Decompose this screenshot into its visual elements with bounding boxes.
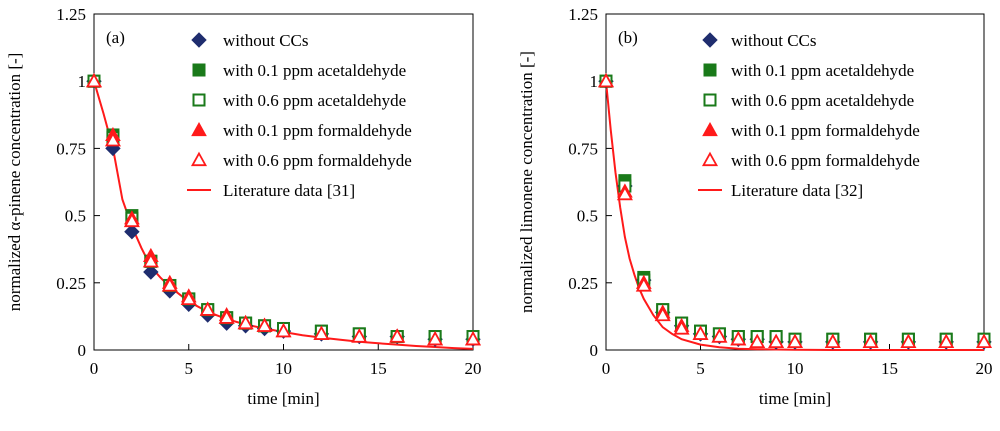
y-tick-label: 0.75 [56, 139, 86, 158]
legend-label: with 0.6 ppm formaldehyde [731, 151, 920, 170]
panel-a: 0 5 10 15 20 0 0.25 0.5 0.75 1 1.25 time [min] norma… [5, 5, 482, 408]
data-point [351, 328, 368, 343]
x-tick-label: 5 [696, 359, 705, 378]
series-triangle-open [597, 72, 993, 349]
legend: without CCs with 0.1 ppm acetaldehyde with… [187, 31, 412, 200]
legend-label: with 0.1 ppm formaldehyde [223, 121, 412, 140]
y-tick-label: 0.5 [577, 207, 598, 226]
series-square-open [87, 74, 480, 344]
legend-marker [191, 121, 207, 137]
data-point [635, 277, 652, 292]
series-triangle-filled [86, 73, 481, 346]
data-point [786, 333, 804, 349]
legend-label: with 0.6 ppm formaldehyde [223, 151, 412, 170]
data-point [124, 224, 140, 240]
panel-label: (b) [618, 28, 638, 47]
data-point [673, 320, 690, 335]
data-point [938, 333, 955, 349]
data-point [161, 277, 178, 292]
data-point [104, 131, 121, 147]
legend-marker [702, 32, 718, 48]
y-tick-label: 1.25 [568, 5, 598, 24]
panel-b: 0 5 10 15 20 0 0.25 0.5 0.75 1 1.25 time [min] norma… [517, 5, 993, 408]
legend-marker [703, 63, 717, 77]
legend-label: Literature data [32] [731, 181, 863, 200]
data-point [85, 72, 103, 88]
data-point [711, 328, 728, 343]
data-point [862, 333, 879, 349]
data-point [616, 185, 633, 201]
data-point [237, 314, 254, 330]
y-tick-label: 1 [78, 72, 87, 91]
legend-label: with 0.1 ppm acetaldehyde [223, 61, 406, 80]
data-point [199, 301, 216, 316]
data-point [275, 322, 292, 338]
legend-label: with 0.1 ppm formaldehyde [731, 121, 920, 140]
x-tick-label: 20 [976, 359, 993, 378]
legend-marker [190, 151, 208, 167]
y-tick-label: 0.25 [56, 274, 86, 293]
y-tick-label: 1.25 [56, 5, 86, 24]
x-tick-label: 0 [602, 359, 611, 378]
x-tick-label: 5 [185, 359, 194, 378]
legend: without CCs with 0.1 ppm acetaldehyde with… [698, 31, 920, 200]
legend-label: with 0.6 ppm acetaldehyde [223, 91, 406, 110]
legend-marker [701, 151, 719, 167]
data-point [180, 290, 197, 306]
y-axis-label: normalized limonene concentration [-] [517, 51, 536, 313]
x-axis-label: time [min] [759, 389, 831, 408]
y-tick-label: 0.75 [568, 139, 598, 158]
data-point [142, 252, 159, 268]
y-tick-label: 0.5 [65, 207, 86, 226]
x-tick-label: 10 [787, 359, 804, 378]
data-point [256, 317, 273, 332]
legend-label: Literature data [31] [223, 181, 355, 200]
data-point [389, 328, 406, 343]
y-axis-label: normalized α-pinene concentration [-] [5, 53, 24, 312]
x-tick-label: 10 [275, 359, 292, 378]
legend-marker [192, 63, 206, 77]
data-point [692, 325, 709, 340]
series-triangle-open [85, 72, 482, 346]
legend-label: without CCs [731, 31, 817, 50]
data-point [597, 72, 615, 88]
data-point [900, 333, 917, 349]
legend-marker [192, 93, 206, 107]
legend-label: with 0.6 ppm acetaldehyde [731, 91, 914, 110]
data-point [824, 333, 841, 349]
series-square-open [599, 74, 991, 346]
x-tick-label: 20 [465, 359, 482, 378]
series-square-filled [87, 74, 480, 344]
data-point [768, 333, 785, 349]
y-tick-label: 1 [590, 72, 599, 91]
data-point [218, 309, 235, 324]
data-point [427, 330, 444, 346]
legend-marker [703, 93, 717, 107]
data-point [123, 212, 140, 228]
legend-label: with 0.1 ppm acetaldehyde [731, 61, 914, 80]
y-tick-label: 0 [78, 341, 87, 360]
data-point [464, 330, 482, 346]
legend-marker [702, 121, 718, 137]
series-diamond-filled [86, 73, 481, 347]
data-point [143, 264, 159, 280]
panel-label: (a) [106, 28, 125, 47]
y-tick-label: 0.25 [568, 274, 598, 293]
y-tick-label: 0 [590, 341, 599, 360]
data-point [313, 325, 330, 340]
x-tick-label: 15 [370, 359, 387, 378]
x-tick-label: 15 [881, 359, 898, 378]
data-point [975, 333, 993, 349]
data-point [730, 330, 747, 346]
data-point [654, 306, 671, 322]
legend-marker [191, 32, 207, 48]
literature-line [605, 81, 984, 351]
legend-label: without CCs [223, 31, 309, 50]
data-point [749, 333, 766, 349]
x-tick-label: 0 [90, 359, 99, 378]
x-axis-label: time [min] [247, 389, 319, 408]
